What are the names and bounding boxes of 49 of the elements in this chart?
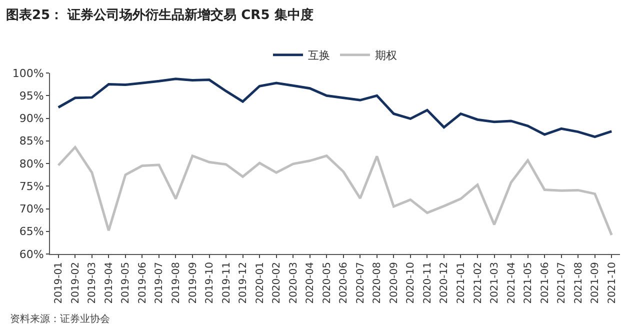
x-tick-label: 2021-07 [556,262,568,304]
x-tick-label: 2019-09 [188,262,199,304]
x-tick-label: 2019-12 [238,262,250,304]
y-tick-label: 75% [19,180,44,193]
x-tick-label: 2020-08 [372,262,384,304]
x-tick-label: 2019-02 [70,262,82,304]
y-tick-label: 85% [19,134,44,148]
y-tick-label: 65% [19,225,44,238]
x-tick-label: 2019-07 [154,262,166,304]
x-tick-label: 2020-11 [422,262,434,304]
legend-label: 互换 [308,49,330,62]
legend-label: 期权 [375,49,397,62]
x-tick-label: 2021-09 [590,262,602,304]
chart-title: 图表25： 证券公司场外衍生品新增交易 CR5 集中度 [6,6,632,29]
y-tick-label: 70% [19,202,44,216]
x-tick-label: 2020-09 [388,262,400,304]
x-tick-label: 2021-03 [490,262,501,304]
x-tick-label: 2019-05 [120,262,132,304]
y-tick-label: 100% [12,66,44,80]
x-tick-label: 2020-03 [288,262,300,304]
x-tick-label: 2021-02 [472,262,484,304]
text: 资料来源：证券业协会 [10,312,110,326]
x-tick-label: 2020-06 [338,262,350,304]
x-tick-label: 2020-05 [322,262,333,304]
x-tick-label: 2019-06 [137,262,148,304]
x-tick-label: 2020-10 [406,262,417,304]
y-tick-label: 90% [19,112,44,126]
y-tick-label: 60% [19,248,44,261]
x-tick-label: 2021-08 [573,262,584,304]
x-tick-label: 2021-01 [456,262,467,304]
x-tick-label: 2020-07 [355,262,366,304]
x-tick-label: 2019-01 [54,262,65,304]
x-tick-label: 2020-02 [272,262,283,304]
x-tick-label: 2021-05 [523,262,534,304]
line-series [57,146,613,236]
x-tick-label: 2021-06 [540,262,551,304]
x-tick-label: 2020-12 [439,262,450,304]
x-tick-label: 2021-10 [606,262,618,304]
x-tick-label: 2021-04 [506,262,518,304]
line-series [57,78,613,138]
x-tick-label: 2020-01 [254,262,266,304]
x-tick-label: 2020-04 [305,262,316,304]
x-tick-label: 2019-11 [221,262,232,304]
y-tick-label: 80% [19,157,44,170]
x-tick-label: 2019-08 [170,262,182,304]
y-tick-label: 95% [19,89,44,102]
x-tick-label: 2019-10 [204,262,216,304]
x-tick-label: 2019-03 [87,262,98,304]
x-tick-label: 2019-04 [104,262,115,304]
